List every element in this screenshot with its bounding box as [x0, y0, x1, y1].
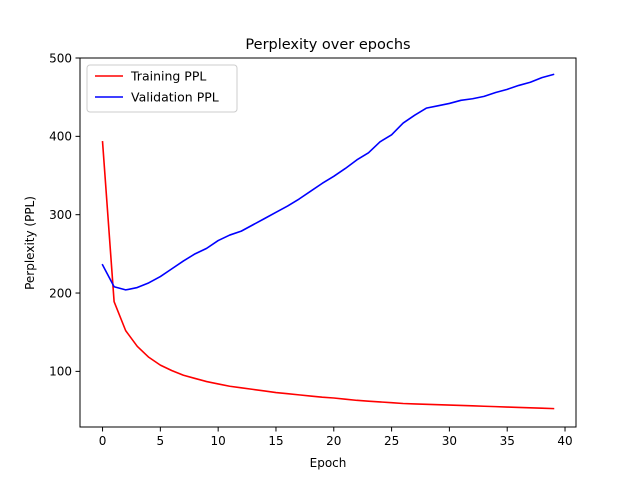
y-tick-label-400: 400: [49, 130, 72, 144]
x-tick-label-20: 20: [326, 434, 341, 448]
x-tick-label-0: 0: [99, 434, 107, 448]
legend-label-2: Validation PPL: [131, 90, 219, 105]
plot-area: 0 5 10 15 20 25 30 35 40 100 200 300 400 500 Training …: [49, 51, 577, 448]
x-axis-label: Epoch: [310, 456, 347, 470]
x-tick-label-25: 25: [384, 434, 399, 448]
y-tick-label-300: 300: [49, 208, 72, 222]
x-tick-label-15: 15: [268, 434, 283, 448]
y-axis-label: Perplexity (PPL): [23, 196, 37, 290]
series-line-1: [101, 140, 555, 410]
y-tick-label-200: 200: [49, 286, 72, 300]
legend-box: [86, 64, 238, 113]
x-tick-label-30: 30: [442, 434, 457, 448]
x-tick-label-5: 5: [157, 434, 165, 448]
x-tick-label-10: 10: [211, 434, 226, 448]
y-tick-label-500: 500: [49, 51, 72, 65]
x-tick-label-40: 40: [557, 434, 572, 448]
chart-title: Perplexity over epochs: [245, 37, 410, 53]
axes-frame: [79, 57, 577, 428]
legend-label-1: Training PPL: [130, 69, 206, 84]
y-tick-label-100: 100: [49, 365, 72, 379]
legend: Training PPL Validation PPL: [86, 64, 238, 113]
series-line-2: [101, 73, 555, 291]
x-tick-label-35: 35: [500, 434, 515, 448]
